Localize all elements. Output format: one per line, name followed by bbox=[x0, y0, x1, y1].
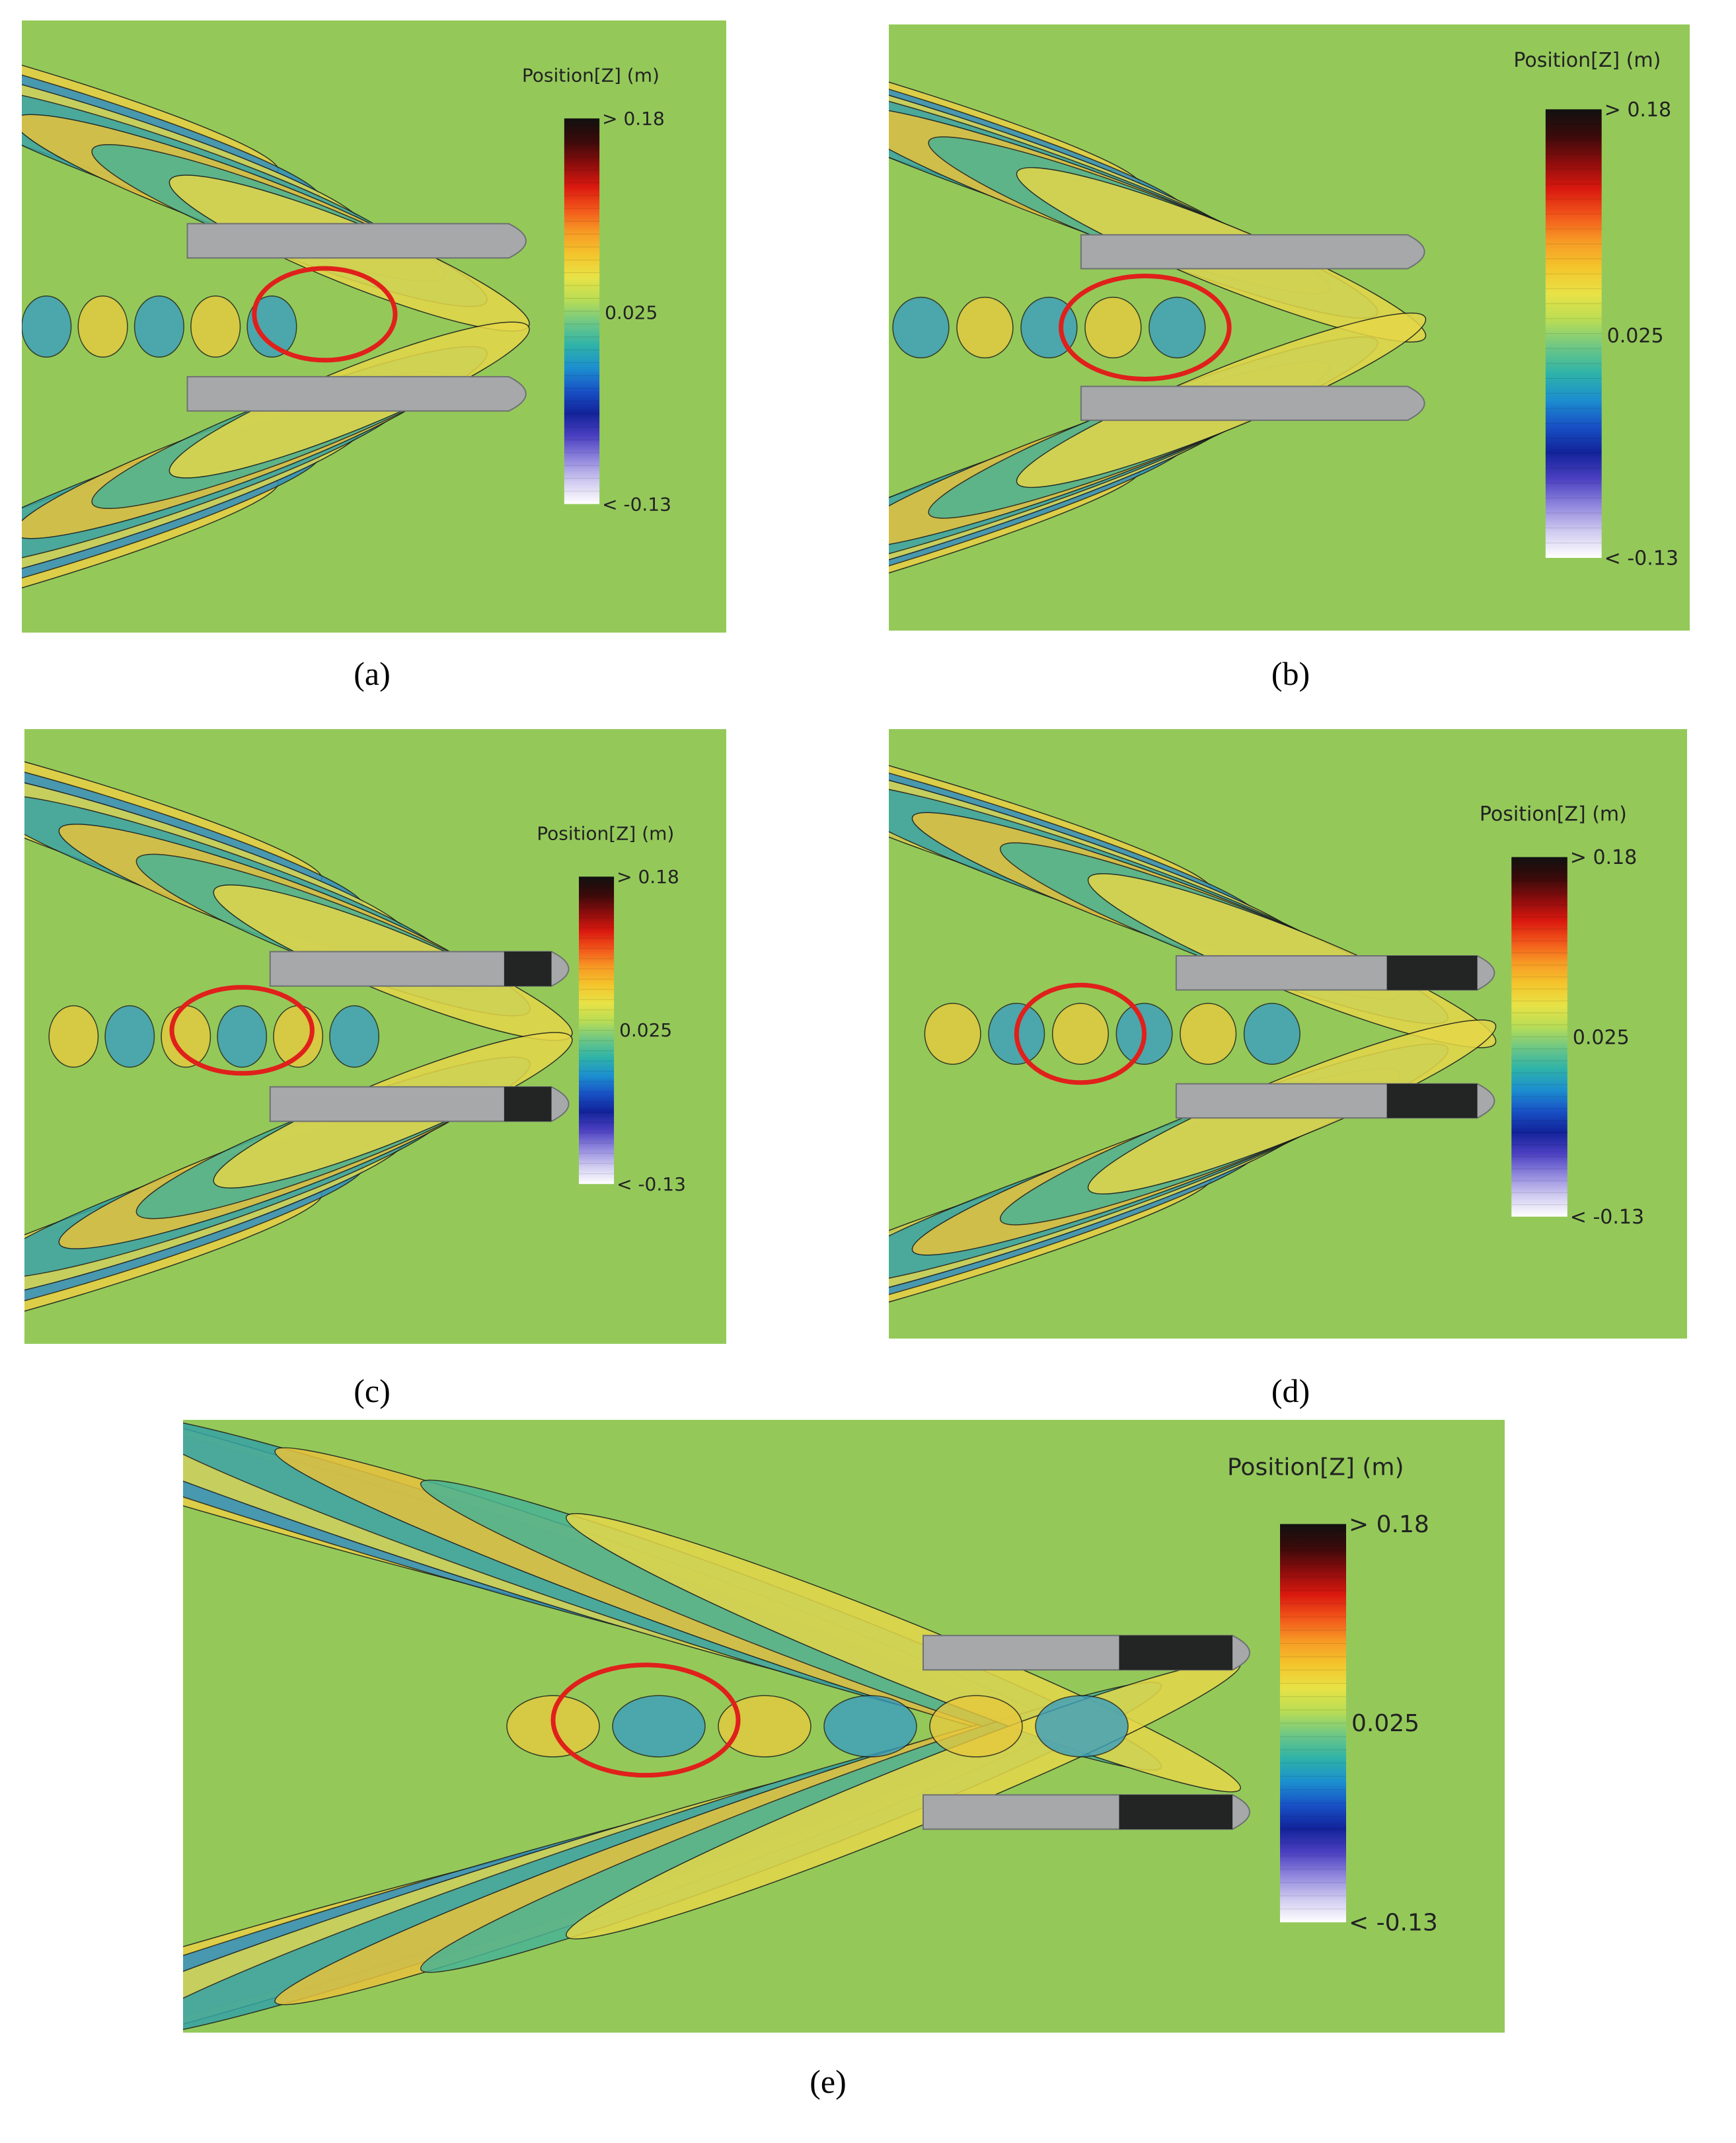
centre-wave bbox=[104, 1005, 155, 1068]
contour-plot: Position[Z] (m) > 0.18 0.025 < -0.13 bbox=[889, 24, 1690, 631]
centre-wave bbox=[133, 295, 184, 358]
legend-mid: 0.025 bbox=[619, 1019, 672, 1041]
caption: (d) bbox=[1271, 1372, 1310, 1409]
highlight-circle bbox=[550, 1662, 741, 1778]
caption: (b) bbox=[1271, 655, 1310, 692]
centre-wave bbox=[1035, 1695, 1129, 1758]
panel-c: Position[Z] (m) > 0.18 0.025 < -0.13 bbox=[24, 729, 726, 1344]
contour-plot: Position[Z] (m) > 0.18 0.025 < -0.13 bbox=[889, 729, 1687, 1339]
colorbar bbox=[578, 877, 615, 1185]
centre-wave bbox=[217, 1005, 268, 1068]
centre-wave bbox=[77, 295, 128, 358]
hull-spray bbox=[1119, 1635, 1233, 1670]
panel-d: Position[Z] (m) > 0.18 0.025 < -0.13 bbox=[889, 729, 1687, 1339]
hull bbox=[186, 375, 527, 412]
highlight-circle bbox=[1059, 274, 1232, 381]
hull bbox=[269, 951, 570, 987]
legend-min: < -0.13 bbox=[602, 493, 671, 515]
caption: (a) bbox=[354, 655, 391, 692]
legend-max: > 0.18 bbox=[1570, 846, 1637, 869]
hull-spray bbox=[1386, 955, 1478, 990]
contour-plot: Position[Z] (m) > 0.18 0.025 < -0.13 bbox=[24, 729, 726, 1344]
panel-e: Position[Z] (m) > 0.18 0.025 < -0.13 bbox=[183, 1420, 1505, 2033]
centre-wave bbox=[22, 295, 72, 358]
legend-max: > 0.18 bbox=[602, 108, 665, 130]
centre-wave bbox=[1149, 296, 1206, 359]
legend-min: < -0.13 bbox=[1570, 1206, 1644, 1229]
centre-wave bbox=[246, 295, 297, 358]
legend-title: Position[Z] (m) bbox=[1480, 802, 1627, 826]
highlight-circle bbox=[1014, 982, 1147, 1085]
legend-title: Position[Z] (m) bbox=[1227, 1454, 1404, 1481]
legend-max: > 0.18 bbox=[1604, 98, 1671, 122]
centre-wave bbox=[1243, 1003, 1301, 1065]
centre-wave bbox=[329, 1005, 380, 1068]
centre-wave bbox=[718, 1695, 811, 1758]
centre-wave bbox=[48, 1005, 99, 1068]
legend-title: Position[Z] (m) bbox=[1513, 49, 1661, 72]
caption: (e) bbox=[810, 2063, 847, 2100]
hull-spray bbox=[1386, 1083, 1478, 1118]
hull bbox=[186, 223, 527, 259]
centre-wave bbox=[190, 295, 241, 358]
caption: (c) bbox=[354, 1372, 391, 1409]
hull-spray bbox=[1119, 1795, 1233, 1830]
legend-min: < -0.13 bbox=[1349, 1910, 1438, 1937]
legend-mid: 0.025 bbox=[605, 302, 658, 324]
contour-plot: Position[Z] (m) > 0.18 0.025 < -0.13 bbox=[22, 20, 726, 633]
colorbar bbox=[1280, 1524, 1346, 1923]
centre-wave bbox=[823, 1695, 917, 1758]
centre-wave bbox=[924, 1003, 981, 1065]
centre-wave bbox=[929, 1695, 1023, 1758]
hull bbox=[1080, 385, 1425, 421]
hull bbox=[1080, 234, 1425, 270]
centre-wave bbox=[1051, 1003, 1109, 1065]
legend-min: < -0.13 bbox=[617, 1173, 686, 1195]
legend-mid: 0.025 bbox=[1351, 1710, 1419, 1737]
contour-plot: Position[Z] (m) > 0.18 0.025 < -0.13 bbox=[183, 1420, 1505, 2033]
legend-title: Position[Z] (m) bbox=[522, 65, 660, 87]
hull-spray bbox=[504, 951, 552, 986]
highlight-circle bbox=[252, 266, 398, 363]
centre-wave bbox=[956, 296, 1014, 359]
centre-wave bbox=[892, 296, 950, 359]
centre-wave bbox=[1180, 1003, 1237, 1065]
highlight-circle bbox=[169, 985, 315, 1076]
legend-mid: 0.025 bbox=[1573, 1026, 1630, 1049]
legend-max: > 0.18 bbox=[1349, 1511, 1429, 1538]
legend-max: > 0.18 bbox=[617, 866, 679, 888]
colorbar bbox=[1511, 857, 1567, 1217]
legend-mid: 0.025 bbox=[1607, 325, 1664, 348]
centre-wave bbox=[1084, 296, 1142, 359]
hull bbox=[269, 1086, 570, 1122]
legend-min: < -0.13 bbox=[1604, 547, 1679, 570]
panel-b: Position[Z] (m) > 0.18 0.025 < -0.13 bbox=[889, 24, 1690, 631]
hull-spray bbox=[504, 1087, 552, 1122]
panel-a: Position[Z] (m) > 0.18 0.025 < -0.13 bbox=[22, 20, 726, 633]
colorbar bbox=[1545, 109, 1602, 558]
legend-title: Position[Z] (m) bbox=[537, 822, 674, 844]
colorbar bbox=[564, 118, 600, 504]
centre-wave bbox=[612, 1695, 706, 1758]
